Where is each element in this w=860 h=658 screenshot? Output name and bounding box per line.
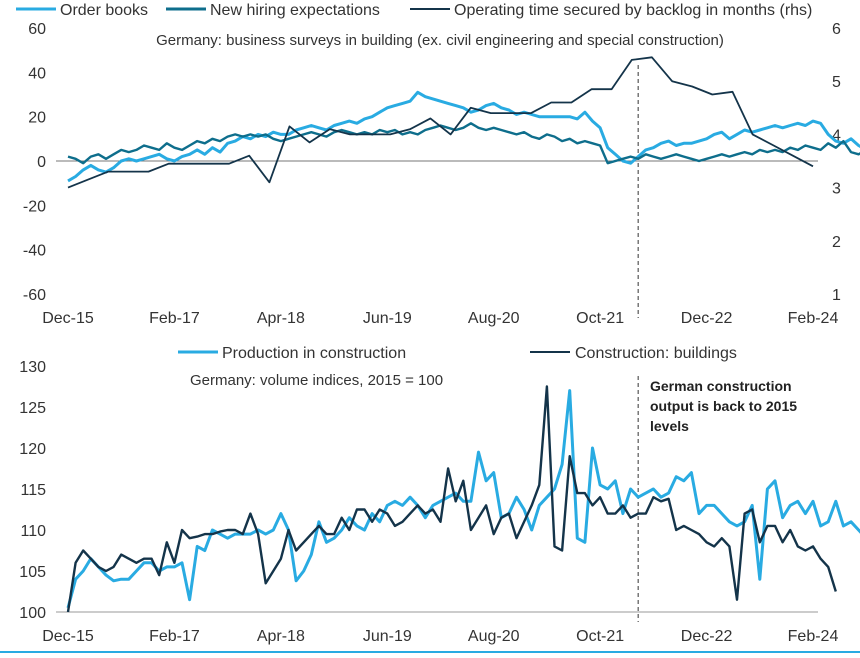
top-x-tick-label: Dec-15: [42, 310, 94, 327]
top-y-tick-label: 20: [28, 110, 46, 127]
legend-order-books: Order books: [60, 2, 148, 19]
top-x-tick-label: Dec-22: [681, 310, 733, 327]
top-x-tick-label: Aug-20: [468, 310, 520, 327]
bottom-subtitle: Germany: volume indices, 2015 = 100: [190, 372, 443, 389]
top-y2-tick-label: 4: [832, 127, 841, 144]
top-chart: Order books New hiring expectations Oper…: [16, 2, 860, 327]
top-subtitle: Germany: business surveys in building (e…: [156, 32, 724, 49]
legend-new-hiring: New hiring expectations: [210, 2, 380, 19]
bot-y-tick-label: 110: [20, 523, 46, 540]
top-y-tick-label: -40: [23, 243, 46, 260]
bot-x-tick-label: Feb-24: [788, 628, 839, 645]
bottom-x-axis-ticks: Dec-15 Feb-17 Apr-18 Jun-19 Aug-20 Oct-21 Dec-…: [42, 628, 838, 645]
top-y2-tick-label: 1: [832, 287, 841, 304]
bot-series-line-1: [66, 385, 837, 613]
top-series: [67, 56, 860, 189]
bot-y-tick-label: 105: [19, 564, 46, 581]
top-x-tick-label: Apr-18: [257, 310, 305, 327]
legend-buildings: Construction: buildings: [575, 345, 737, 362]
bottom-series: [66, 385, 860, 613]
top-y2-tick-label: 3: [832, 181, 841, 198]
top-y-axis-ticks: 60 40 20 0 -20 -40 -60: [23, 21, 46, 304]
bot-x-tick-label: Oct-21: [576, 628, 624, 645]
top-series-line-1: [67, 122, 860, 165]
top-y-tick-label: -20: [23, 198, 46, 215]
annotation-line-2: output is back to 2015: [650, 398, 797, 414]
bottom-legend: Production in construction Construction:…: [178, 345, 737, 362]
bot-y-tick-label: 100: [19, 605, 46, 622]
top-x-tick-label: Oct-21: [576, 310, 624, 327]
bot-series-line-0: [66, 389, 860, 609]
top-x-axis-ticks: Dec-15 Feb-17 Apr-18 Jun-19 Aug-20 Oct-21 Dec-…: [42, 310, 838, 327]
top-x-tick-label: Jun-19: [363, 310, 412, 327]
top-legend: Order books New hiring expectations Oper…: [16, 2, 812, 19]
bot-x-tick-label: Jun-19: [363, 628, 412, 645]
legend-production: Production in construction: [222, 345, 406, 362]
top-y-tick-label: 60: [28, 21, 46, 38]
bot-y-tick-label: 115: [20, 482, 46, 499]
top-y-tick-label: 40: [28, 65, 46, 82]
bot-x-tick-label: Apr-18: [257, 628, 305, 645]
top-y-tick-label: 0: [37, 154, 46, 171]
bot-x-tick-label: Dec-15: [42, 628, 94, 645]
bot-y-tick-label: 130: [19, 359, 46, 376]
bot-x-tick-label: Aug-20: [468, 628, 520, 645]
bot-x-tick-label: Dec-22: [681, 628, 733, 645]
top-y2-axis-ticks: 6 5 4 3 2 1: [832, 21, 841, 304]
annotation-line-1: German construction: [650, 378, 792, 394]
bot-y-tick-label: 125: [19, 400, 46, 417]
top-y2-tick-label: 2: [832, 234, 841, 251]
top-series-line-0: [67, 90, 860, 183]
bot-y-tick-label: 120: [19, 441, 46, 458]
top-y2-tick-label: 5: [832, 74, 841, 91]
bot-x-tick-label: Feb-17: [149, 628, 200, 645]
bottom-y-axis-ticks: 130 125 120 115 110 105 100: [19, 359, 46, 622]
legend-backlog: Operating time secured by backlog in mon…: [454, 2, 812, 19]
top-series-line-2: [67, 56, 814, 189]
top-x-tick-label: Feb-24: [788, 310, 839, 327]
top-y2-tick-label: 6: [832, 21, 841, 38]
top-x-tick-label: Feb-17: [149, 310, 200, 327]
annotation-line-3: levels: [650, 418, 689, 434]
bottom-chart: Production in construction Construction:…: [19, 345, 860, 645]
top-y-tick-label: -60: [23, 287, 46, 304]
